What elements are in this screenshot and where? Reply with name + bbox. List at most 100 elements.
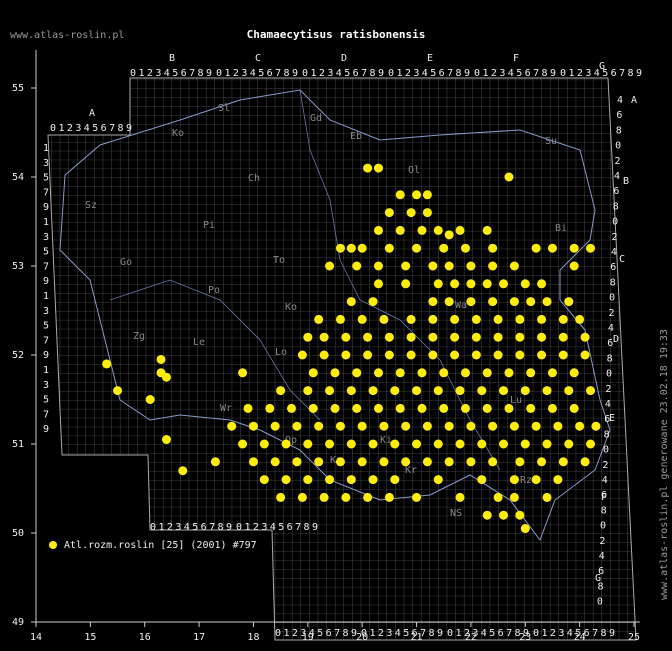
- record-point: [417, 225, 427, 235]
- record-point: [428, 314, 438, 324]
- row-digit: 1: [43, 143, 49, 154]
- record-point: [515, 332, 525, 342]
- row-digit: 3: [43, 232, 49, 243]
- record-point: [542, 386, 552, 396]
- record-point: [319, 492, 329, 502]
- record-point: [373, 261, 383, 271]
- record-point: [156, 354, 166, 364]
- record-point: [488, 421, 498, 431]
- record-point: [493, 350, 503, 360]
- record-point: [406, 350, 416, 360]
- record-point: [161, 372, 171, 382]
- record-point: [509, 421, 519, 431]
- record-point: [439, 368, 449, 378]
- grid-digits: 0123456789: [130, 68, 212, 79]
- record-point: [401, 261, 411, 271]
- record-point: [460, 368, 470, 378]
- record-point: [439, 403, 449, 413]
- record-point: [292, 421, 302, 431]
- record-point: [341, 492, 351, 502]
- record-point: [564, 439, 574, 449]
- record-point: [439, 243, 449, 253]
- record-point: [558, 457, 568, 467]
- record-point: [390, 475, 400, 485]
- record-point: [575, 421, 585, 431]
- region-code: Le: [193, 337, 205, 348]
- region-code: Eb: [350, 131, 362, 142]
- region-code: Lu: [510, 395, 522, 406]
- record-point: [330, 368, 340, 378]
- record-point: [504, 368, 514, 378]
- record-point: [444, 421, 454, 431]
- region-code: Gd: [310, 113, 322, 124]
- record-point: [499, 439, 509, 449]
- region-code: Kr: [405, 465, 417, 476]
- record-point: [450, 279, 460, 289]
- atlas-grid: [47, 77, 637, 641]
- region-code: Ch: [248, 173, 260, 184]
- region-code: Ol: [408, 165, 420, 176]
- row-digit: 6: [601, 490, 607, 501]
- row-digit: 5: [43, 247, 49, 258]
- grid-letter: G: [595, 573, 601, 584]
- record-point: [395, 190, 405, 200]
- x-tick-label: 20: [356, 632, 368, 643]
- record-point: [270, 457, 280, 467]
- x-tick-label: 17: [193, 632, 205, 643]
- record-point: [586, 439, 596, 449]
- x-tick-label: 15: [84, 632, 96, 643]
- record-point: [444, 297, 454, 307]
- record-point: [569, 368, 579, 378]
- record-point: [346, 386, 356, 396]
- row-digit: 8: [610, 277, 616, 288]
- record-point: [558, 314, 568, 324]
- record-point: [308, 368, 318, 378]
- record-point: [547, 368, 557, 378]
- record-point: [368, 439, 378, 449]
- row-digit: 3: [43, 380, 49, 391]
- record-point: [373, 403, 383, 413]
- record-point: [281, 439, 291, 449]
- record-point: [537, 350, 547, 360]
- record-point: [102, 359, 112, 369]
- record-point: [580, 457, 590, 467]
- record-point: [292, 457, 302, 467]
- grid-letter: C: [255, 53, 261, 64]
- record-point: [412, 243, 422, 253]
- grid-letter: F: [513, 53, 519, 64]
- record-point: [113, 386, 123, 396]
- record-point: [287, 403, 297, 413]
- row-digit: 2: [612, 232, 618, 243]
- record-point: [297, 492, 307, 502]
- grid-letter: A: [89, 108, 95, 119]
- y-tick-label: 50: [12, 528, 24, 539]
- record-point: [482, 403, 492, 413]
- legend-label: Atl.rozm.roslin [25] (2001) #797: [64, 540, 257, 551]
- record-point: [433, 225, 443, 235]
- record-point: [553, 421, 563, 431]
- record-point: [455, 225, 465, 235]
- record-point: [352, 403, 362, 413]
- row-digit: 4: [602, 475, 608, 486]
- record-point: [373, 225, 383, 235]
- record-point: [493, 492, 503, 502]
- row-digit: 3: [43, 158, 49, 169]
- river: [299, 89, 501, 471]
- row-digit: 8: [598, 581, 604, 592]
- record-point: [575, 314, 585, 324]
- record-point: [493, 332, 503, 342]
- row-digit: 0: [597, 597, 603, 608]
- y-tick-label: 55: [12, 83, 24, 94]
- record-point: [433, 439, 443, 449]
- region-code: Ka: [330, 455, 342, 466]
- record-point: [477, 386, 487, 396]
- record-point: [520, 279, 530, 289]
- record-point: [526, 403, 536, 413]
- record-point: [346, 297, 356, 307]
- record-point: [520, 524, 530, 534]
- record-point: [422, 190, 432, 200]
- record-point: [335, 243, 345, 253]
- record-point: [542, 297, 552, 307]
- record-point: [564, 386, 574, 396]
